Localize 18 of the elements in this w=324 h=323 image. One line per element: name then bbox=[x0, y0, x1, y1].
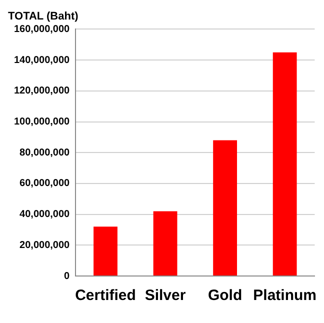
y-tick-label: 40,000,000 bbox=[20, 209, 70, 220]
x-tick-label: Gold bbox=[208, 287, 242, 304]
x-tick-label: Platinum bbox=[253, 287, 316, 304]
y-tick-label: 0 bbox=[64, 270, 70, 282]
bar bbox=[213, 140, 238, 276]
y-tick-label: 60,000,000 bbox=[20, 178, 70, 190]
y-tick-label: 20,000,000 bbox=[20, 240, 70, 251]
bar bbox=[272, 52, 297, 276]
y-tick-label: 120,000,000 bbox=[14, 86, 70, 97]
y-tick-label: 100,000,000 bbox=[14, 116, 70, 128]
y-tick-label: 80,000,000 bbox=[20, 147, 70, 158]
y-tick-label: 160,000,000 bbox=[14, 24, 70, 35]
x-tick-label: Silver bbox=[144, 287, 186, 304]
y-tick-label: 140,000,000 bbox=[14, 54, 70, 66]
x-tick-label: Certified bbox=[75, 287, 136, 304]
bar bbox=[94, 226, 118, 276]
y-axis-title: TOTAL (Baht) bbox=[8, 10, 79, 23]
bar bbox=[153, 211, 178, 276]
